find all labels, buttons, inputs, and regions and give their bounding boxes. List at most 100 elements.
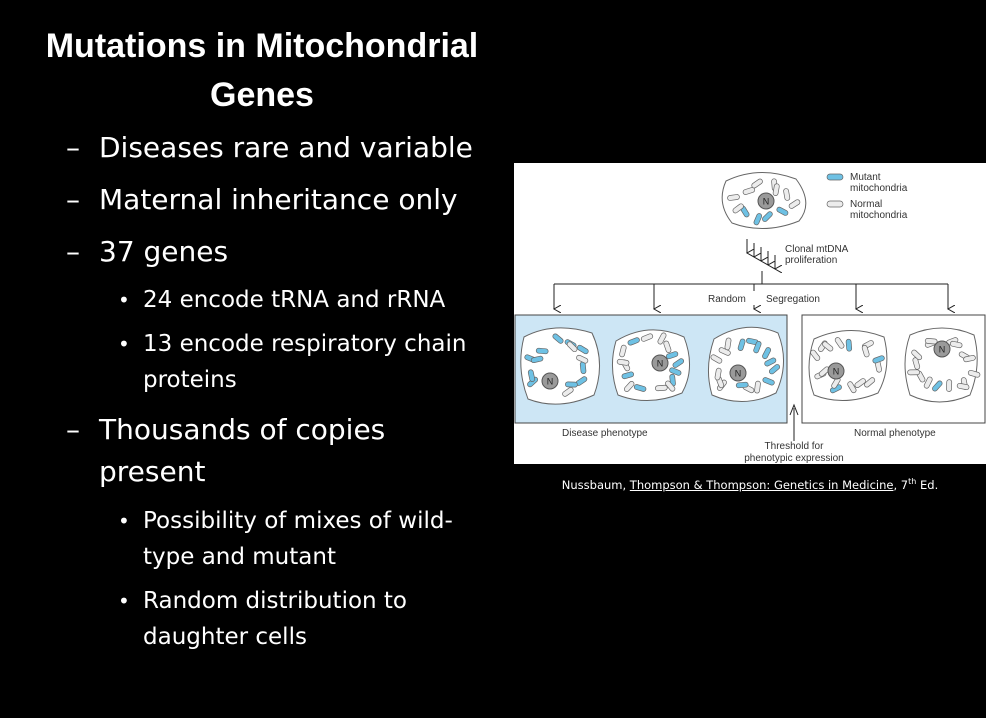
- mitochondrion: [772, 183, 780, 196]
- nucleus: [651, 354, 669, 372]
- mitochondrion: [956, 382, 970, 391]
- mitochondrion: [633, 384, 647, 392]
- bullet-text: Maternal inheritance only: [99, 183, 458, 216]
- dash-marker: –: [66, 235, 80, 268]
- mitochondrion: [845, 338, 853, 352]
- mitochondrion: [907, 369, 920, 376]
- mitochondrion: [822, 341, 834, 352]
- random-label: Random: [708, 294, 746, 305]
- nuclei-layer: N N N N N N: [541, 192, 951, 390]
- subbullet-mixes: • Possibility of mixes of wild- type and…: [118, 503, 498, 575]
- mitochondrion: [714, 367, 722, 381]
- proliferation-label-line1: Clonal mtDNA: [785, 244, 849, 255]
- mitochondrion: [724, 337, 732, 351]
- mitochondrion: [963, 355, 976, 363]
- nucleus: [757, 192, 775, 210]
- bullet-37-genes: – 37 genes: [66, 231, 496, 273]
- mitochondrion: [737, 338, 746, 351]
- segregation-label: Segregation: [766, 294, 820, 305]
- mitochondrion: [764, 357, 777, 367]
- mitochondrion: [742, 187, 756, 195]
- mitochondrion: [669, 367, 682, 376]
- mitochondrion: [566, 341, 578, 353]
- mitochondrion: [768, 364, 781, 375]
- bullet-dot: •: [118, 589, 130, 613]
- mitochondrion: [640, 333, 654, 342]
- normal-phenotype-label: Normal phenotype: [854, 428, 936, 439]
- subbullet-trna: • 24 encode tRNA and rRNA: [118, 282, 498, 318]
- bullet-text-line1: Possibility of mixes of wild-: [143, 508, 453, 534]
- nucleus: [541, 372, 559, 390]
- mitochondrion: [657, 332, 667, 345]
- subbullet-random: • Random distribution to daughter cells: [118, 583, 498, 655]
- mitochondrion: [753, 340, 762, 354]
- mitochondrion: [854, 378, 866, 389]
- mitochondrion: [810, 349, 821, 361]
- mitochondrion: [932, 380, 943, 392]
- mitochondrion: [576, 354, 589, 364]
- threshold-label-line1: Threshold for: [765, 441, 825, 452]
- mitochondrion: [527, 369, 536, 382]
- bullet-text: 37 genes: [99, 235, 229, 268]
- mitochondrion: [619, 344, 627, 358]
- bullet-dot: •: [118, 509, 130, 533]
- bullet-text-line1: 13 encode respiratory chain: [143, 331, 467, 357]
- slide-title-line1: Mutations in Mitochondrial: [45, 27, 479, 65]
- nucleus-label: N: [657, 359, 664, 369]
- mitochondrion: [665, 380, 676, 392]
- mitochondrion: [864, 377, 876, 388]
- threshold-label-line2: phenotypic expression: [744, 453, 844, 464]
- bullet-maternal: – Maternal inheritance only: [66, 179, 496, 221]
- mitochondrion: [946, 379, 953, 392]
- mitochondrion: [627, 337, 640, 346]
- bullet-text: Diseases rare and variable: [99, 131, 473, 164]
- caption-edition: , 7: [893, 477, 909, 492]
- bullet-text: 24 encode tRNA and rRNA: [143, 287, 446, 313]
- mitochondria-segregation-figure: Mutant mitochondria Normal mitochondria …: [514, 163, 986, 464]
- mitochondrion: [616, 358, 630, 366]
- nucleus-label: N: [547, 377, 554, 387]
- legend-normal-line2: mitochondria: [850, 210, 908, 221]
- mitochondrion: [565, 381, 578, 388]
- mitochondrion: [834, 337, 845, 349]
- mitochondrion: [847, 381, 857, 394]
- bullet-text-line1: Thousands of copies: [99, 413, 386, 446]
- subbullet-respiratory: • 13 encode respiratory chain proteins: [118, 326, 498, 398]
- mitochondrion: [727, 194, 740, 201]
- mitochondrion: [949, 340, 963, 349]
- mitochondrion: [665, 351, 679, 360]
- mitochondrion: [872, 355, 885, 364]
- mitochondria-layer: [524, 178, 981, 397]
- dash-marker: –: [66, 131, 80, 164]
- mitochondrion: [762, 377, 775, 386]
- mitochondrion: [762, 347, 772, 360]
- nucleus-label: N: [939, 345, 946, 355]
- mitochondrion: [911, 349, 923, 361]
- legend-normal-line1: Normal: [850, 199, 882, 210]
- mitochondrion: [924, 338, 938, 345]
- mitochondrion: [754, 380, 761, 394]
- mitochondrion: [530, 355, 544, 364]
- mitochondrion: [672, 358, 685, 368]
- nucleus-label: N: [763, 197, 770, 207]
- caption-edition-sup: th: [908, 477, 917, 486]
- segregation-branches: [554, 271, 948, 309]
- mitochondrion: [576, 344, 589, 355]
- mitochondrion: [912, 357, 921, 370]
- bullet-text-line1: Random distribution to: [143, 588, 408, 614]
- mitochondrion: [753, 213, 763, 226]
- bullet-thousands: – Thousands of copies present: [66, 409, 496, 493]
- normal-legend-swatch: [826, 200, 844, 208]
- caption-edition-post: Ed.: [916, 477, 939, 492]
- bullet-text-line2: daughter cells: [143, 624, 307, 650]
- bullet-text-line2: present: [99, 455, 206, 488]
- mitochondrion: [535, 347, 549, 355]
- nucleus: [933, 340, 951, 358]
- bullet-dot: •: [118, 288, 130, 312]
- bullet-text-line2: proteins: [143, 367, 237, 393]
- nucleus-label: N: [735, 369, 742, 379]
- mitochondrion: [710, 354, 723, 364]
- proliferation-arrows: [747, 239, 775, 269]
- nucleus-label: N: [833, 367, 840, 377]
- caption-book-link[interactable]: Thompson & Thompson: Genetics in Medicin…: [629, 477, 894, 492]
